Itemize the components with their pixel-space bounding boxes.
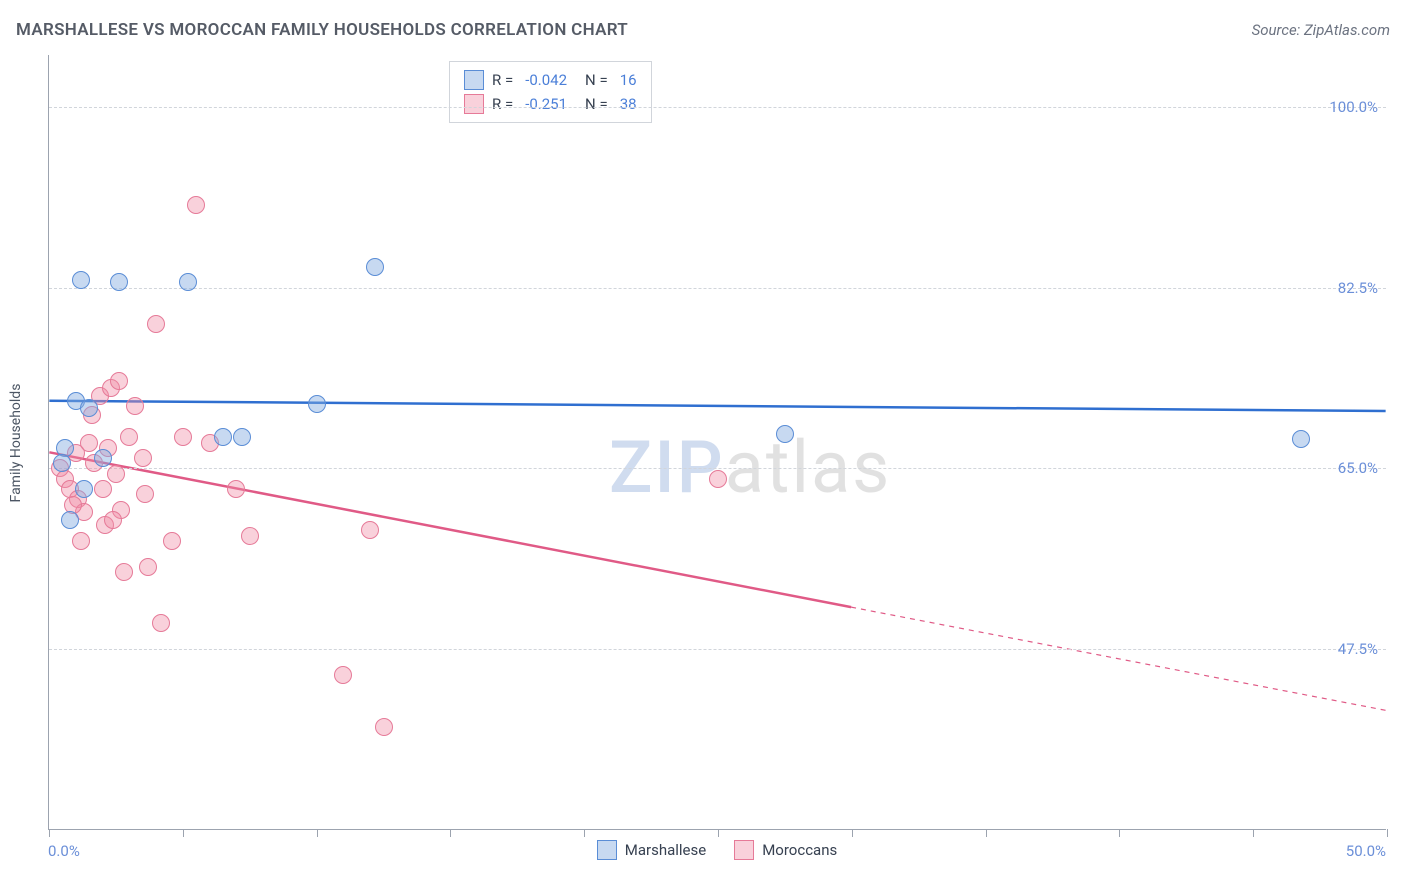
plot-area: ZIPatlas R = -0.042 N = 16 R = -0.251 N … bbox=[48, 55, 1386, 830]
data-point-moroccans bbox=[334, 666, 352, 684]
x-tick bbox=[584, 829, 585, 837]
x-tick bbox=[1387, 829, 1388, 837]
data-point-marshallese bbox=[72, 271, 90, 289]
stats-row-moroccans: R = -0.251 N = 38 bbox=[464, 92, 637, 116]
data-point-moroccans bbox=[241, 527, 259, 545]
data-point-moroccans bbox=[187, 196, 205, 214]
data-point-moroccans bbox=[174, 428, 192, 446]
x-tick bbox=[317, 829, 318, 837]
data-point-moroccans bbox=[94, 480, 112, 498]
n-label: N = bbox=[585, 71, 608, 89]
gridline-h bbox=[49, 107, 1386, 108]
data-point-moroccans bbox=[152, 614, 170, 632]
x-tick bbox=[718, 829, 719, 837]
data-point-marshallese bbox=[233, 428, 251, 446]
data-point-moroccans bbox=[72, 532, 90, 550]
data-point-moroccans bbox=[80, 434, 98, 452]
data-point-marshallese bbox=[179, 273, 197, 291]
r-value-moroccans: -0.251 bbox=[525, 95, 567, 113]
data-point-marshallese bbox=[94, 449, 112, 467]
data-point-marshallese bbox=[776, 425, 794, 443]
x-tick bbox=[183, 829, 184, 837]
x-tick bbox=[986, 829, 987, 837]
data-point-moroccans bbox=[136, 485, 154, 503]
stats-legend-box: R = -0.042 N = 16 R = -0.251 N = 38 bbox=[449, 61, 652, 123]
data-point-marshallese bbox=[80, 399, 98, 417]
data-point-marshallese bbox=[1292, 430, 1310, 448]
y-tick-label: 82.5% bbox=[1338, 279, 1378, 297]
data-point-moroccans bbox=[709, 470, 727, 488]
y-axis-label: Family Households bbox=[8, 383, 24, 502]
data-point-marshallese bbox=[75, 480, 93, 498]
chart-title: MARSHALLESE VS MOROCCAN FAMILY HOUSEHOLD… bbox=[16, 20, 628, 40]
data-point-moroccans bbox=[163, 532, 181, 550]
trend-lines bbox=[49, 55, 1386, 829]
data-point-moroccans bbox=[147, 315, 165, 333]
legend-label-moroccans: Moroccans bbox=[762, 841, 837, 859]
data-point-moroccans bbox=[110, 372, 128, 390]
swatch-marshallese bbox=[597, 840, 617, 860]
data-point-moroccans bbox=[375, 718, 393, 736]
data-point-marshallese bbox=[110, 273, 128, 291]
data-point-moroccans bbox=[134, 449, 152, 467]
data-point-moroccans bbox=[126, 397, 144, 415]
data-point-marshallese bbox=[308, 395, 326, 413]
r-label: R = bbox=[492, 95, 513, 113]
legend-item-moroccans: Moroccans bbox=[734, 840, 837, 860]
gridline-h bbox=[49, 288, 1386, 289]
data-point-moroccans bbox=[139, 558, 157, 576]
x-tick bbox=[1119, 829, 1120, 837]
data-point-moroccans bbox=[115, 563, 133, 581]
y-tick-label: 100.0% bbox=[1329, 98, 1378, 116]
n-value-marshallese: 16 bbox=[620, 71, 637, 89]
x-tick bbox=[852, 829, 853, 837]
swatch-marshallese bbox=[464, 70, 484, 90]
data-point-moroccans bbox=[104, 511, 122, 529]
r-value-marshallese: -0.042 bbox=[525, 71, 567, 89]
y-tick-label: 47.5% bbox=[1338, 640, 1378, 658]
data-point-moroccans bbox=[107, 465, 125, 483]
legend-label-marshallese: Marshallese bbox=[625, 841, 706, 859]
stats-row-marshallese: R = -0.042 N = 16 bbox=[464, 68, 637, 92]
x-tick bbox=[1253, 829, 1254, 837]
gridline-h bbox=[49, 649, 1386, 650]
legend-item-marshallese: Marshallese bbox=[597, 840, 706, 860]
r-label: R = bbox=[492, 71, 513, 89]
data-point-marshallese bbox=[366, 258, 384, 276]
data-point-moroccans bbox=[361, 521, 379, 539]
data-point-marshallese bbox=[53, 454, 71, 472]
source-attribution: Source: ZipAtlas.com bbox=[1252, 21, 1390, 39]
series-legend: Marshallese Moroccans bbox=[48, 840, 1386, 860]
data-point-moroccans bbox=[120, 428, 138, 446]
n-value-moroccans: 38 bbox=[620, 95, 637, 113]
n-label: N = bbox=[585, 95, 608, 113]
data-point-marshallese bbox=[214, 428, 232, 446]
swatch-moroccans bbox=[734, 840, 754, 860]
data-point-marshallese bbox=[61, 511, 79, 529]
x-tick bbox=[49, 829, 50, 837]
y-tick-label: 65.0% bbox=[1338, 459, 1378, 477]
chart-container: Family Households ZIPatlas R = -0.042 N … bbox=[48, 55, 1386, 830]
x-tick bbox=[450, 829, 451, 837]
data-point-moroccans bbox=[227, 480, 245, 498]
swatch-moroccans bbox=[464, 94, 484, 114]
